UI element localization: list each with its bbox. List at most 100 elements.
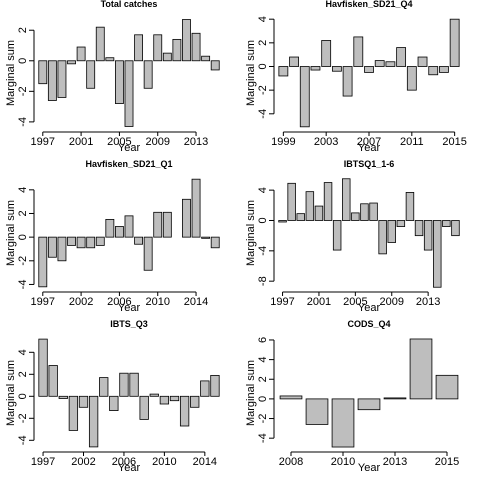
x-tick-label: 2015 <box>435 456 459 468</box>
x-tick-label: 2005 <box>343 296 367 308</box>
y-axis-label: Marginal sum <box>245 360 257 426</box>
bar <box>201 55 211 62</box>
y-tick-label: 4 <box>257 357 269 363</box>
x-tick-label: 2014 <box>193 456 217 468</box>
bar <box>149 393 159 397</box>
y-tick-label: -4 <box>257 433 269 443</box>
bar <box>134 34 144 62</box>
y-tick-label: -4 <box>17 117 29 127</box>
bar <box>114 60 124 104</box>
chart-title: Havfisken_SD21_Q4 <box>325 0 412 9</box>
bar <box>433 220 442 288</box>
y-tick-label: 0 <box>17 58 29 64</box>
y-tick-label: -2 <box>17 86 29 96</box>
bar <box>169 395 180 402</box>
y-tick-label: -4 <box>257 246 269 256</box>
y-axis-label: Marginal sum <box>5 40 17 106</box>
bar <box>58 395 68 399</box>
y-tick-label: 4 <box>257 187 269 193</box>
bar <box>201 236 211 239</box>
bar <box>47 60 57 101</box>
x-axis-label: Year <box>358 142 381 154</box>
y-tick-label: 0 <box>257 217 269 223</box>
y-tick-label: 0 <box>257 396 269 402</box>
y-axis-label: Marginal sum <box>5 200 17 266</box>
y-tick-label: 2 <box>257 376 269 382</box>
y-tick-label: 0 <box>257 63 269 69</box>
bar <box>124 60 134 127</box>
y-tick-label: 2 <box>17 210 29 216</box>
bar <box>353 36 364 67</box>
x-tick-label: 2006 <box>107 296 131 308</box>
bar <box>385 61 396 67</box>
bar <box>439 66 449 73</box>
bar <box>153 34 163 62</box>
x-tick-label: 2002 <box>69 296 93 308</box>
x-tick-label: 2008 <box>279 456 303 468</box>
bar <box>139 395 149 420</box>
bar <box>378 220 387 255</box>
bar <box>417 56 428 67</box>
bar <box>396 47 407 67</box>
x-tick-label: 2015 <box>442 136 466 148</box>
y-tick-label: 4 <box>257 16 269 22</box>
y-tick-label: 0 <box>17 393 29 399</box>
bar <box>114 226 124 238</box>
y-axis-label: Marginal sum <box>245 200 257 266</box>
y-tick-label: -8 <box>257 276 269 286</box>
bar <box>95 236 105 246</box>
y-tick-label: -2 <box>17 256 29 266</box>
y-tick-label: 2 <box>17 371 29 377</box>
bar <box>287 182 296 221</box>
y-tick-label: -2 <box>257 85 269 95</box>
bar <box>210 236 220 249</box>
y-tick-label: -4 <box>17 280 29 290</box>
x-axis-label: Year <box>358 462 381 474</box>
y-tick-label: 4 <box>17 187 29 193</box>
bar <box>105 218 115 238</box>
bar <box>67 60 76 65</box>
bar <box>351 212 360 221</box>
bar <box>210 374 220 397</box>
x-tick-label: 2010 <box>331 456 355 468</box>
bar <box>38 236 48 288</box>
x-tick-label: 1999 <box>271 136 295 148</box>
bar <box>364 66 374 73</box>
bar <box>86 60 96 89</box>
bar <box>191 178 201 238</box>
bar <box>153 211 163 238</box>
bar <box>435 374 459 400</box>
x-axis-label: Year <box>118 462 141 474</box>
y-tick-label: 6 <box>257 337 269 343</box>
bar <box>406 66 417 91</box>
bar <box>305 191 315 221</box>
y-tick-label: -4 <box>257 109 269 119</box>
y-tick-label: 2 <box>17 27 29 33</box>
bar <box>200 380 210 397</box>
bar <box>442 220 451 227</box>
y-tick-label: -2 <box>17 413 29 423</box>
bar <box>357 398 381 411</box>
bar <box>331 398 355 448</box>
x-tick-label: 1997 <box>31 456 55 468</box>
bar <box>76 236 86 249</box>
bar <box>119 372 129 397</box>
bar <box>451 220 460 237</box>
bar <box>47 236 57 258</box>
bar <box>190 395 200 408</box>
bar <box>210 60 220 71</box>
x-tick-label: 1997 <box>31 296 55 308</box>
x-tick-label: 2013 <box>184 136 208 148</box>
bar <box>68 395 79 431</box>
x-tick-label: 2003 <box>314 136 338 148</box>
bar <box>105 57 115 62</box>
chart-title: IBTS_Q3 <box>110 319 148 329</box>
bar <box>383 397 407 400</box>
bar <box>124 215 134 238</box>
bar <box>172 38 182 62</box>
bar <box>78 395 89 408</box>
x-tick-label: 2014 <box>184 296 208 308</box>
x-tick-label: 2013 <box>416 296 440 308</box>
bar <box>360 203 369 221</box>
